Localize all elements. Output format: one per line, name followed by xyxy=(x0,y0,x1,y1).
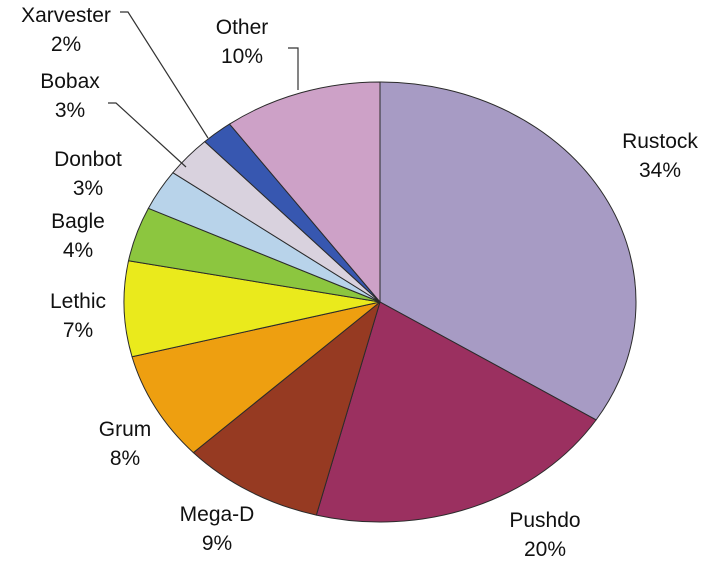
slice-label-mega-d: Mega-D xyxy=(180,503,255,526)
slice-label-grum: Grum xyxy=(99,418,152,441)
slice-label-rustock: Rustock xyxy=(622,130,698,153)
slice-value-bobax: 3% xyxy=(55,99,85,122)
slice-value-bagle: 4% xyxy=(63,239,93,262)
pie-slice-mega-d xyxy=(192,301,381,516)
slice-value-pushdo: 20% xyxy=(524,538,566,561)
slice-label-xarvester: Xarvester xyxy=(21,4,111,27)
slice-value-rustock: 34% xyxy=(639,159,681,182)
leader-line-other xyxy=(288,47,299,90)
slice-label-bobax: Bobax xyxy=(40,70,100,93)
slice-value-mega-d: 9% xyxy=(202,532,232,555)
slice-label-other: Other xyxy=(216,16,269,39)
labels-layer: Rustock 34% Pushdo 20% Mega-D 9% Grum 8% Lethic 7… xyxy=(21,4,698,561)
pie-slice-pushdo xyxy=(315,301,597,523)
slice-value-other: 10% xyxy=(221,45,263,68)
slice-label-bagle: Bagle xyxy=(51,210,105,233)
slice-value-grum: 8% xyxy=(110,447,140,470)
slices-layer xyxy=(123,81,637,523)
slice-value-xarvester: 2% xyxy=(51,33,81,56)
leader-lines-layer xyxy=(108,11,299,168)
leader-line-xarvester xyxy=(120,11,209,139)
slice-label-donbot: Donbot xyxy=(54,148,122,171)
leader-line-bobax xyxy=(108,102,187,168)
slice-label-pushdo: Pushdo xyxy=(509,509,580,532)
pie-slice-grum xyxy=(131,301,381,454)
slice-value-donbot: 3% xyxy=(73,177,103,200)
slice-label-lethic: Lethic xyxy=(50,290,106,313)
pie-slice-other xyxy=(229,81,381,303)
slice-value-lethic: 7% xyxy=(63,319,93,342)
pie-slice-lethic xyxy=(123,260,381,358)
pie-slice-rustock xyxy=(379,81,637,421)
